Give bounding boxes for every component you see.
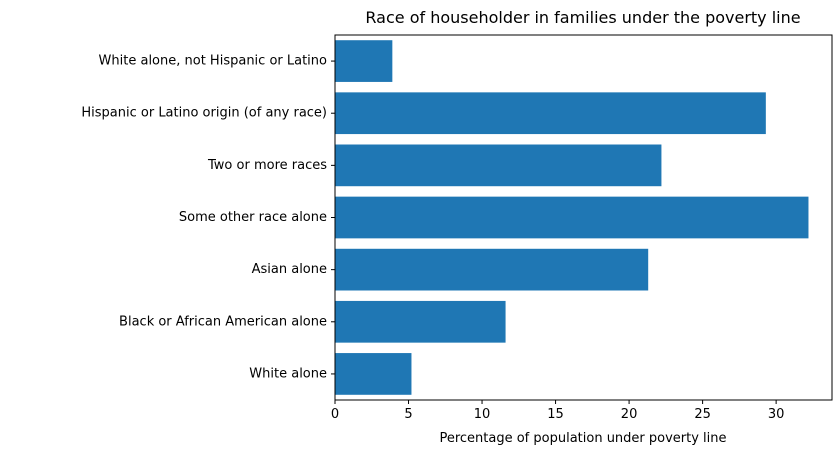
y-tick-label: Asian alone <box>252 262 327 277</box>
bar <box>335 248 649 291</box>
y-tick-label: Some other race alone <box>179 210 327 225</box>
bar <box>335 40 393 82</box>
plot-area: White alone Black or African American alo… <box>81 34 833 422</box>
x-tick-label: 5 <box>404 407 412 422</box>
x-tick-label: 20 <box>621 407 638 422</box>
bar <box>335 300 506 343</box>
y-tick-label: White alone <box>249 366 327 381</box>
x-tick-label: 30 <box>768 407 785 422</box>
bar <box>335 196 809 239</box>
y-tick-label: Two or more races <box>207 158 327 173</box>
bar <box>335 353 412 395</box>
bar <box>335 144 662 187</box>
x-tick-label: 15 <box>547 407 564 422</box>
bar <box>335 92 766 135</box>
y-tick-label: Black or African American alone <box>119 314 327 329</box>
chart-title: Race of householder in families under th… <box>365 8 800 27</box>
y-tick-label: White alone, not Hispanic or Latino <box>99 54 327 69</box>
x-axis-label: Percentage of population under poverty l… <box>439 431 726 446</box>
x-tick-label: 25 <box>694 407 711 422</box>
x-tick-label: 0 <box>331 407 339 422</box>
plot-frame <box>334 34 833 401</box>
y-tick-label: Hispanic or Latino origin (of any race) <box>81 106 327 121</box>
x-tick-label: 10 <box>474 407 491 422</box>
